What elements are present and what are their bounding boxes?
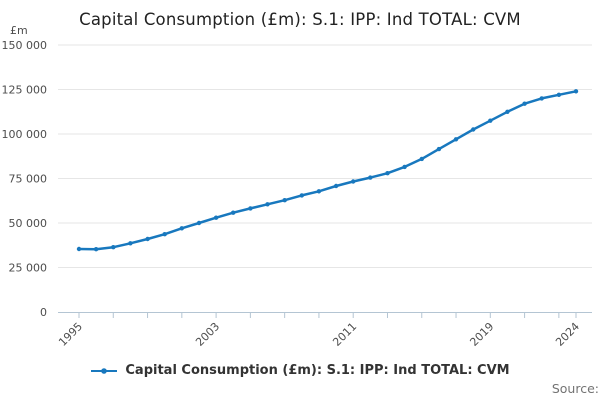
y-tick-label: 125 000: [2, 84, 48, 97]
y-tick-label: 75 000: [9, 173, 48, 186]
y-tick-label: 150 000: [2, 39, 48, 52]
data-point: [231, 210, 236, 215]
data-point: [213, 215, 219, 220]
legend-item[interactable]: Capital Consumption (£m): S.1: IPP: Ind …: [90, 363, 510, 378]
data-point: [316, 189, 322, 194]
data-point: [162, 232, 167, 237]
x-tick-label: 2003: [193, 320, 222, 349]
y-tick-label: 50 000: [9, 217, 48, 230]
y-tick-label: 25 000: [9, 262, 48, 275]
x-tick-label: 2024: [553, 320, 582, 349]
y-tick-label: 0: [40, 306, 47, 319]
data-point: [453, 137, 459, 142]
data-point: [333, 183, 339, 189]
legend: Capital Consumption (£m): S.1: IPP: Ind …: [0, 363, 600, 378]
source-label: Source:: [551, 381, 599, 396]
y-tick-label: 100 000: [2, 128, 48, 141]
data-point: [539, 96, 544, 101]
data-point: [299, 193, 304, 198]
legend-line-marker-icon: [91, 367, 118, 374]
x-tick-label: 1995: [56, 320, 85, 349]
data-point: [265, 202, 270, 207]
data-point: [111, 245, 116, 250]
data-line: [77, 90, 578, 251]
data-point: [436, 146, 442, 152]
y-axis-unit-label: £m: [10, 24, 28, 37]
data-point: [93, 247, 99, 252]
chart-title: Capital Consumption (£m): S.1: IPP: Ind …: [79, 10, 521, 29]
data-point: [145, 236, 150, 242]
data-point: [248, 206, 253, 211]
data-point: [505, 109, 510, 115]
data-point: [128, 241, 133, 246]
data-point: [282, 198, 287, 203]
data-point: [368, 175, 373, 180]
data-point: [76, 246, 82, 252]
line-chart-plot: £m 0 25 000 50 000 75 000 100 000 125 000 150 0…: [2, 24, 592, 349]
data-point: [573, 89, 579, 94]
legend-label: Capital Consumption (£m): S.1: IPP: Ind …: [125, 363, 510, 378]
data-point: [196, 220, 202, 226]
data-point: [556, 92, 562, 98]
x-tick-label: 2019: [467, 320, 496, 349]
data-point: [471, 127, 476, 132]
x-tick-label: 2011: [330, 320, 359, 349]
data-point: [179, 226, 184, 231]
data-point: [385, 171, 390, 176]
data-point: [419, 156, 424, 162]
data-point: [522, 101, 527, 106]
data-point: [488, 118, 493, 123]
data-point: [402, 164, 407, 170]
data-point: [351, 179, 356, 184]
